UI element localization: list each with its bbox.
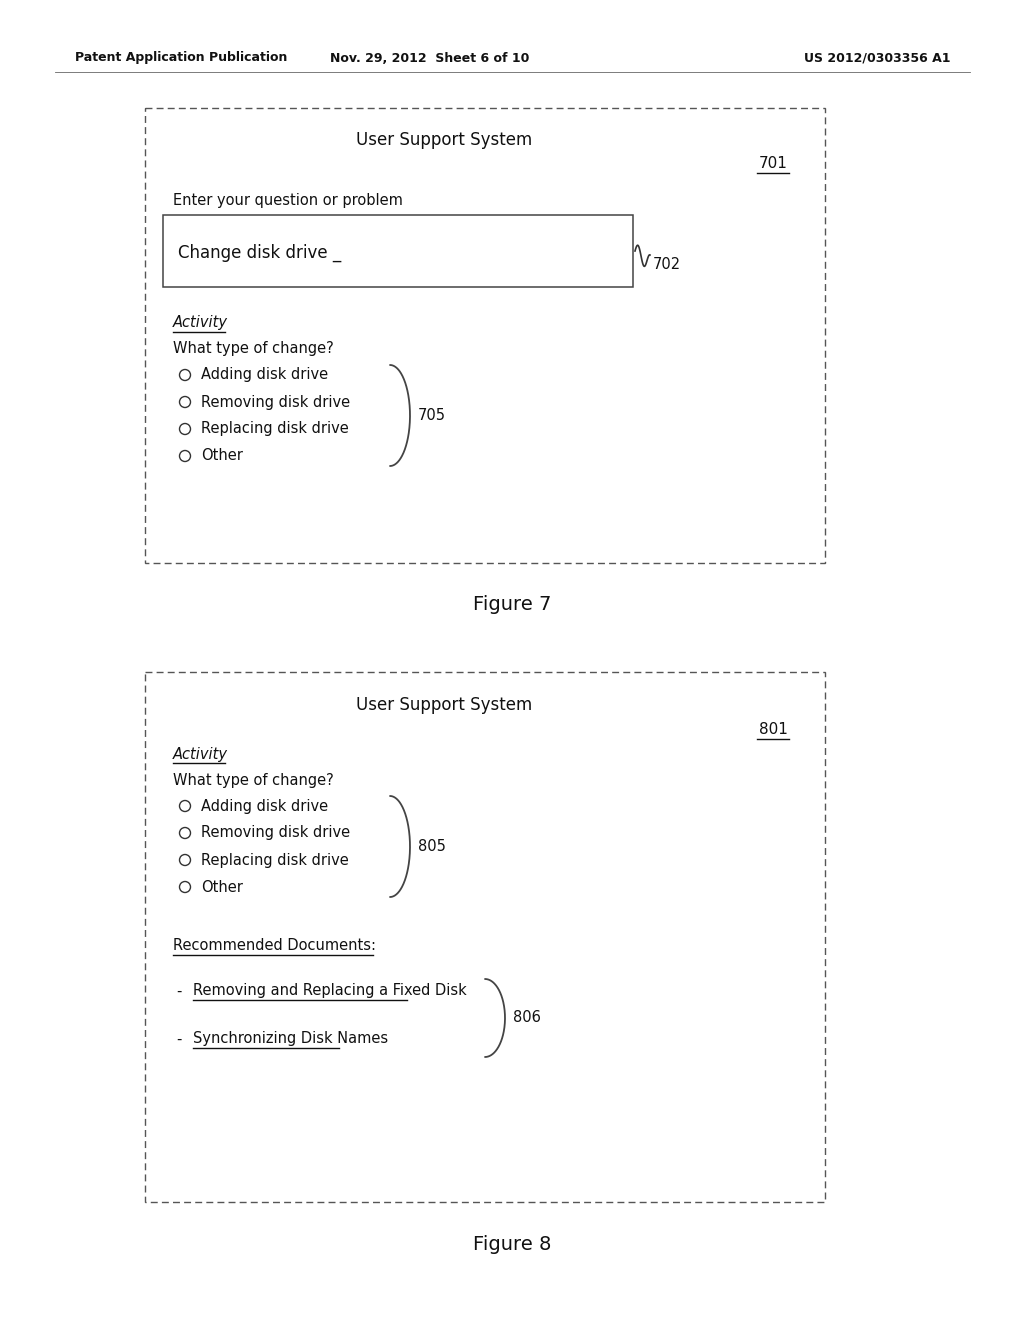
Text: Replacing disk drive: Replacing disk drive — [201, 853, 349, 867]
Text: Other: Other — [201, 879, 243, 895]
Text: 702: 702 — [653, 257, 681, 272]
Circle shape — [179, 424, 190, 434]
Text: What type of change?: What type of change? — [173, 342, 334, 356]
Text: Patent Application Publication: Patent Application Publication — [75, 51, 288, 65]
Text: Removing disk drive: Removing disk drive — [201, 395, 350, 409]
Circle shape — [179, 800, 190, 812]
Circle shape — [179, 882, 190, 892]
Circle shape — [179, 370, 190, 380]
Text: Removing and Replacing a Fixed Disk: Removing and Replacing a Fixed Disk — [193, 983, 467, 998]
Text: User Support System: User Support System — [356, 131, 532, 149]
Text: Figure 8: Figure 8 — [473, 1234, 551, 1254]
Circle shape — [179, 450, 190, 462]
Text: Adding disk drive: Adding disk drive — [201, 367, 328, 383]
Text: Figure 7: Figure 7 — [473, 595, 551, 615]
Text: -: - — [177, 983, 187, 998]
Circle shape — [179, 828, 190, 838]
Text: 805: 805 — [418, 840, 445, 854]
Text: Recommended Documents:: Recommended Documents: — [173, 939, 376, 953]
Text: Adding disk drive: Adding disk drive — [201, 799, 328, 813]
Text: Replacing disk drive: Replacing disk drive — [201, 421, 349, 437]
Text: 701: 701 — [759, 156, 787, 170]
Text: US 2012/0303356 A1: US 2012/0303356 A1 — [804, 51, 950, 65]
Text: Change disk drive _: Change disk drive _ — [178, 243, 341, 261]
Text: Activity: Activity — [173, 315, 228, 330]
Text: 801: 801 — [759, 722, 787, 737]
Text: Synchronizing Disk Names: Synchronizing Disk Names — [193, 1031, 388, 1047]
Circle shape — [179, 396, 190, 408]
Polygon shape — [163, 215, 633, 286]
Text: Other: Other — [201, 449, 243, 463]
Text: Nov. 29, 2012  Sheet 6 of 10: Nov. 29, 2012 Sheet 6 of 10 — [331, 51, 529, 65]
Text: What type of change?: What type of change? — [173, 772, 334, 788]
Text: 705: 705 — [418, 408, 446, 422]
Circle shape — [179, 854, 190, 866]
Text: Activity: Activity — [173, 747, 228, 762]
Text: Removing disk drive: Removing disk drive — [201, 825, 350, 841]
Text: -: - — [177, 1031, 187, 1047]
Text: 806: 806 — [513, 1011, 541, 1026]
Text: User Support System: User Support System — [356, 696, 532, 714]
Text: Enter your question or problem: Enter your question or problem — [173, 194, 402, 209]
